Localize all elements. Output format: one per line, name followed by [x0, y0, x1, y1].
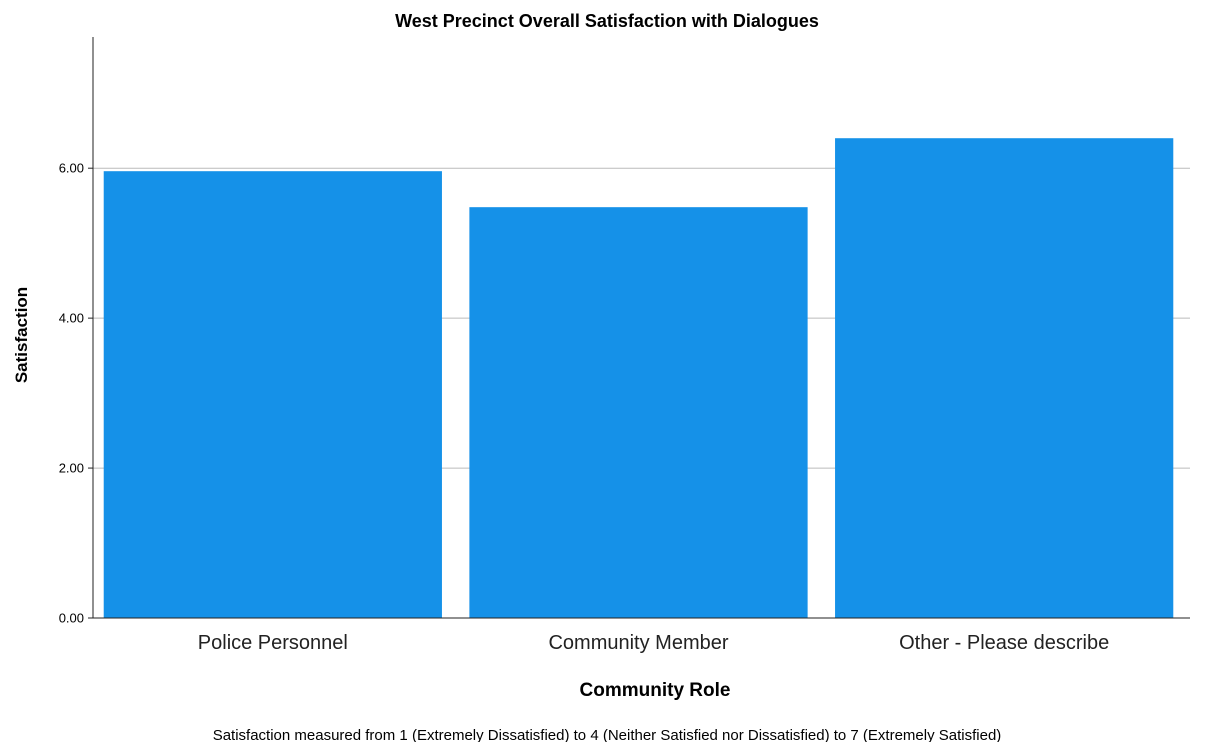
y-axis-label: Satisfaction: [12, 287, 31, 383]
y-axis-ticks: 0.00 2.00 4.00 6.00: [59, 161, 93, 626]
y-tick-label: 4.00: [59, 311, 84, 326]
x-axis-ticks: Police Personnel Community Member Other - …: [198, 632, 1109, 654]
x-tick-label: Community Member: [548, 632, 728, 654]
y-tick-label: 2.00: [59, 461, 84, 476]
x-axis-label: Community Role: [580, 680, 731, 701]
y-tick-label: 6.00: [59, 161, 84, 176]
y-tick-label: 0.00: [59, 611, 84, 626]
bar: [835, 138, 1174, 618]
bar: [469, 207, 808, 619]
chart-title: West Precinct Overall Satisfaction with …: [395, 11, 819, 31]
x-tick-label: Other - Please describe: [899, 632, 1109, 654]
chart-footnote: Satisfaction measured from 1 (Extremely …: [213, 727, 1002, 742]
bars: [103, 138, 1174, 619]
x-tick-label: Police Personnel: [198, 632, 348, 654]
bar: [103, 171, 442, 618]
